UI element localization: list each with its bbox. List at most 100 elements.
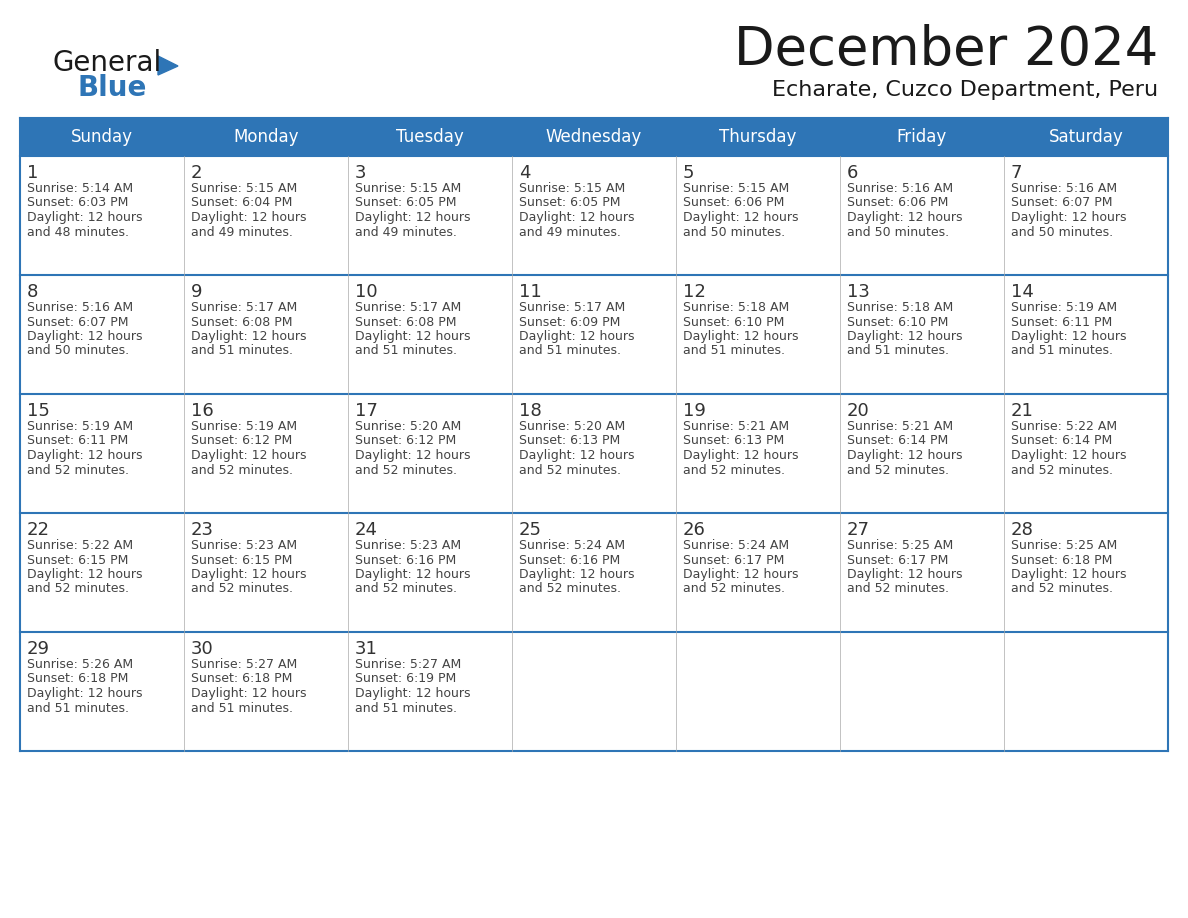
- Text: 21: 21: [1011, 402, 1034, 420]
- Text: 18: 18: [519, 402, 542, 420]
- Text: 25: 25: [519, 521, 542, 539]
- Text: Friday: Friday: [897, 128, 947, 146]
- Text: Sunrise: 5:14 AM: Sunrise: 5:14 AM: [27, 182, 133, 195]
- Text: 10: 10: [355, 283, 378, 301]
- Text: Sunrise: 5:19 AM: Sunrise: 5:19 AM: [27, 420, 133, 433]
- Bar: [20, 156, 1168, 275]
- Text: and 52 minutes.: and 52 minutes.: [355, 583, 457, 596]
- Text: and 52 minutes.: and 52 minutes.: [683, 464, 785, 476]
- Text: Daylight: 12 hours: Daylight: 12 hours: [355, 330, 470, 343]
- Text: 23: 23: [191, 521, 214, 539]
- Text: 7: 7: [1011, 164, 1023, 182]
- Text: Daylight: 12 hours: Daylight: 12 hours: [519, 330, 634, 343]
- Text: Monday: Monday: [233, 128, 298, 146]
- Text: Daylight: 12 hours: Daylight: 12 hours: [27, 211, 143, 224]
- Text: Daylight: 12 hours: Daylight: 12 hours: [1011, 330, 1126, 343]
- Text: Daylight: 12 hours: Daylight: 12 hours: [683, 568, 798, 581]
- Text: General: General: [52, 49, 162, 77]
- Text: Daylight: 12 hours: Daylight: 12 hours: [355, 687, 470, 700]
- Text: Sunrise: 5:25 AM: Sunrise: 5:25 AM: [1011, 539, 1117, 552]
- Text: Sunset: 6:15 PM: Sunset: 6:15 PM: [191, 554, 292, 566]
- Text: Sunset: 6:06 PM: Sunset: 6:06 PM: [683, 196, 784, 209]
- Text: and 52 minutes.: and 52 minutes.: [1011, 583, 1113, 596]
- Text: 16: 16: [191, 402, 214, 420]
- Text: Daylight: 12 hours: Daylight: 12 hours: [355, 449, 470, 462]
- Text: Daylight: 12 hours: Daylight: 12 hours: [355, 568, 470, 581]
- Text: Daylight: 12 hours: Daylight: 12 hours: [191, 211, 307, 224]
- Bar: [20, 275, 1168, 394]
- Text: and 52 minutes.: and 52 minutes.: [355, 464, 457, 476]
- Text: Sunrise: 5:16 AM: Sunrise: 5:16 AM: [27, 301, 133, 314]
- Text: 13: 13: [847, 283, 870, 301]
- Bar: [20, 394, 1168, 513]
- Text: and 49 minutes.: and 49 minutes.: [191, 226, 293, 239]
- Text: and 51 minutes.: and 51 minutes.: [683, 344, 785, 357]
- Text: Daylight: 12 hours: Daylight: 12 hours: [519, 568, 634, 581]
- Text: Sunrise: 5:17 AM: Sunrise: 5:17 AM: [519, 301, 625, 314]
- Text: 26: 26: [683, 521, 706, 539]
- Text: and 52 minutes.: and 52 minutes.: [27, 583, 129, 596]
- Text: and 50 minutes.: and 50 minutes.: [27, 344, 129, 357]
- Text: Blue: Blue: [78, 74, 147, 102]
- Text: and 52 minutes.: and 52 minutes.: [847, 583, 949, 596]
- Text: and 51 minutes.: and 51 minutes.: [191, 701, 293, 714]
- Text: Sunrise: 5:21 AM: Sunrise: 5:21 AM: [683, 420, 789, 433]
- Text: 30: 30: [191, 640, 214, 658]
- Text: Sunset: 6:14 PM: Sunset: 6:14 PM: [1011, 434, 1112, 447]
- Text: and 51 minutes.: and 51 minutes.: [1011, 344, 1113, 357]
- Text: Thursday: Thursday: [719, 128, 797, 146]
- Text: 20: 20: [847, 402, 870, 420]
- Text: Sunset: 6:18 PM: Sunset: 6:18 PM: [191, 673, 292, 686]
- Text: 28: 28: [1011, 521, 1034, 539]
- Text: Sunrise: 5:21 AM: Sunrise: 5:21 AM: [847, 420, 953, 433]
- Text: and 51 minutes.: and 51 minutes.: [519, 344, 621, 357]
- Text: Sunset: 6:18 PM: Sunset: 6:18 PM: [1011, 554, 1112, 566]
- Text: 11: 11: [519, 283, 542, 301]
- Text: Sunrise: 5:22 AM: Sunrise: 5:22 AM: [1011, 420, 1117, 433]
- Text: Sunrise: 5:16 AM: Sunrise: 5:16 AM: [847, 182, 953, 195]
- Text: Sunset: 6:13 PM: Sunset: 6:13 PM: [519, 434, 620, 447]
- Text: Daylight: 12 hours: Daylight: 12 hours: [191, 330, 307, 343]
- Text: Daylight: 12 hours: Daylight: 12 hours: [355, 211, 470, 224]
- Text: and 48 minutes.: and 48 minutes.: [27, 226, 129, 239]
- Text: Daylight: 12 hours: Daylight: 12 hours: [27, 687, 143, 700]
- Text: Daylight: 12 hours: Daylight: 12 hours: [27, 449, 143, 462]
- Text: Daylight: 12 hours: Daylight: 12 hours: [191, 687, 307, 700]
- Text: Sunset: 6:08 PM: Sunset: 6:08 PM: [191, 316, 292, 329]
- Bar: [20, 118, 1168, 156]
- Text: and 51 minutes.: and 51 minutes.: [27, 701, 129, 714]
- Text: Daylight: 12 hours: Daylight: 12 hours: [847, 568, 962, 581]
- Text: Daylight: 12 hours: Daylight: 12 hours: [519, 211, 634, 224]
- Text: 24: 24: [355, 521, 378, 539]
- Text: 27: 27: [847, 521, 870, 539]
- Text: Wednesday: Wednesday: [545, 128, 643, 146]
- Text: Sunrise: 5:26 AM: Sunrise: 5:26 AM: [27, 658, 133, 671]
- Text: 22: 22: [27, 521, 50, 539]
- Text: Daylight: 12 hours: Daylight: 12 hours: [847, 211, 962, 224]
- Text: Sunset: 6:07 PM: Sunset: 6:07 PM: [27, 316, 128, 329]
- Text: Sunrise: 5:24 AM: Sunrise: 5:24 AM: [519, 539, 625, 552]
- Text: 17: 17: [355, 402, 378, 420]
- Text: and 51 minutes.: and 51 minutes.: [191, 344, 293, 357]
- Text: Sunset: 6:07 PM: Sunset: 6:07 PM: [1011, 196, 1112, 209]
- Text: Sunrise: 5:24 AM: Sunrise: 5:24 AM: [683, 539, 789, 552]
- Text: Daylight: 12 hours: Daylight: 12 hours: [1011, 568, 1126, 581]
- Text: Sunrise: 5:15 AM: Sunrise: 5:15 AM: [683, 182, 789, 195]
- Text: Sunset: 6:04 PM: Sunset: 6:04 PM: [191, 196, 292, 209]
- Text: Daylight: 12 hours: Daylight: 12 hours: [683, 211, 798, 224]
- Text: and 51 minutes.: and 51 minutes.: [847, 344, 949, 357]
- Text: 6: 6: [847, 164, 859, 182]
- Text: Daylight: 12 hours: Daylight: 12 hours: [27, 568, 143, 581]
- Text: 9: 9: [191, 283, 202, 301]
- Text: Daylight: 12 hours: Daylight: 12 hours: [191, 568, 307, 581]
- Text: Sunrise: 5:27 AM: Sunrise: 5:27 AM: [191, 658, 297, 671]
- Text: Sunrise: 5:20 AM: Sunrise: 5:20 AM: [519, 420, 625, 433]
- Text: Sunset: 6:17 PM: Sunset: 6:17 PM: [847, 554, 948, 566]
- Text: Sunset: 6:17 PM: Sunset: 6:17 PM: [683, 554, 784, 566]
- Text: Sunset: 6:05 PM: Sunset: 6:05 PM: [355, 196, 456, 209]
- Text: and 51 minutes.: and 51 minutes.: [355, 701, 457, 714]
- Text: and 49 minutes.: and 49 minutes.: [355, 226, 457, 239]
- Text: 14: 14: [1011, 283, 1034, 301]
- Text: and 50 minutes.: and 50 minutes.: [683, 226, 785, 239]
- Text: Saturday: Saturday: [1049, 128, 1124, 146]
